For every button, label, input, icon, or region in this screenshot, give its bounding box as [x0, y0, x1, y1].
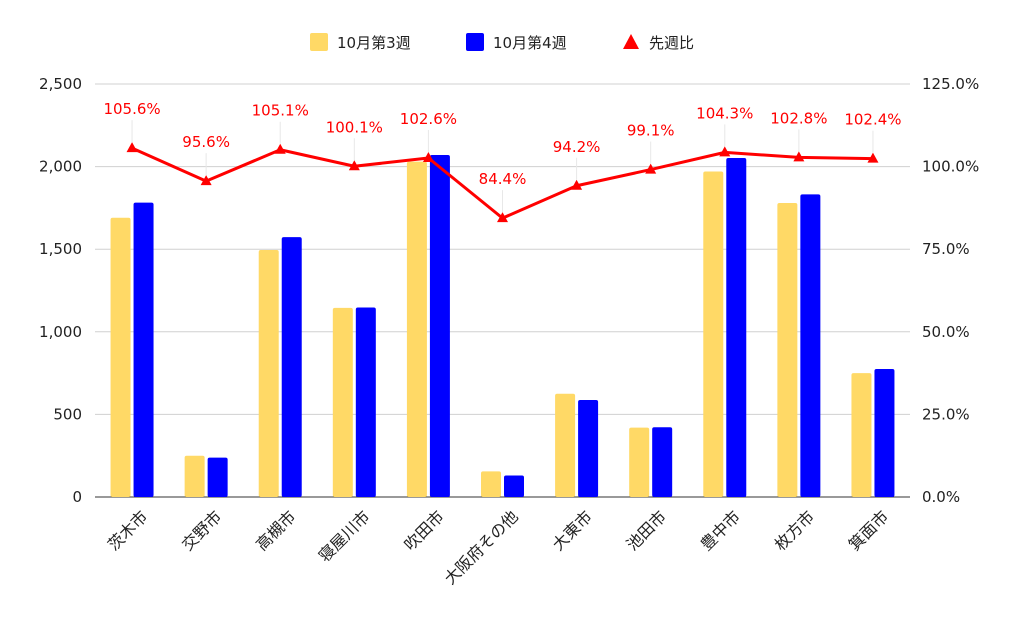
ratio-data-label: 99.1%: [627, 122, 675, 140]
bar-week4: [281, 237, 302, 498]
ratio-marker: [200, 175, 212, 186]
bar-week3: [184, 455, 205, 497]
bar-week3: [851, 373, 872, 497]
ratio-marker: [422, 152, 434, 163]
ratio-marker: [274, 143, 286, 154]
bar-week4: [726, 158, 747, 498]
bar-week4: [504, 475, 524, 497]
category-label: 高槻市: [252, 507, 299, 554]
left-tick-label: 1,000: [39, 323, 82, 341]
right-tick-label: 100.0%: [922, 158, 979, 176]
left-tick-label: 500: [53, 405, 82, 423]
ratio-data-label: 102.4%: [844, 111, 901, 129]
ratio-marker: [719, 146, 731, 157]
bar-week4: [133, 202, 154, 498]
bar-week3: [703, 171, 724, 497]
bar-week3: [777, 202, 798, 497]
legend: 10月第3週 10月第4週 先週比: [310, 33, 694, 52]
category-label: 吹田市: [400, 507, 447, 554]
left-tick-label: 0: [72, 488, 82, 506]
category-label: 枚方市: [771, 507, 818, 554]
right-axis: 0.0% 25.0% 50.0% 75.0% 100.0% 125.0%: [922, 75, 979, 506]
right-tick-label: 75.0%: [922, 240, 970, 258]
bar-week3: [110, 217, 131, 497]
legend-label: 先週比: [649, 34, 694, 52]
bar-week3: [481, 471, 501, 497]
ratio-data-label: 102.8%: [770, 109, 827, 127]
left-tick-label: 2,000: [39, 158, 82, 176]
legend-label: 10月第3週: [337, 34, 411, 52]
legend-swatch: [310, 33, 328, 51]
bar-week4: [800, 194, 821, 497]
bar-week3: [629, 427, 650, 497]
bar-week3: [258, 250, 279, 497]
ratio-marker: [126, 142, 138, 153]
ratio-data-label: 105.6%: [103, 100, 160, 118]
ratio-data-label: 95.6%: [182, 133, 230, 151]
right-tick-label: 25.0%: [922, 405, 970, 423]
bar-week4: [207, 457, 228, 497]
bars: [110, 155, 895, 498]
bar-week4: [874, 368, 895, 497]
legend-label: 10月第4週: [493, 34, 567, 52]
data-labels: 105.6% 95.6% 105.1% 100.1% 102.6% 84.4% 94.2% 9…: [103, 100, 902, 213]
ratio-data-label: 102.6%: [400, 110, 457, 128]
category-label: 箕面市: [845, 507, 892, 554]
left-tick-label: 1,500: [39, 240, 82, 258]
bar-week4: [355, 307, 376, 497]
legend-triangle-icon: [623, 34, 639, 49]
category-label: 池田市: [623, 507, 670, 554]
category-label: 茨木市: [104, 507, 151, 554]
category-label: 豊中市: [697, 507, 744, 554]
legend-swatch: [466, 33, 484, 51]
right-tick-label: 50.0%: [922, 323, 970, 341]
ratio-data-label: 105.1%: [252, 102, 309, 120]
ratio-marker: [793, 151, 805, 162]
bar-week3: [555, 393, 576, 497]
left-axis: 0 500 1,000 1,500 2,000 2,500: [39, 75, 82, 506]
bar-week4: [652, 427, 673, 497]
bar-week3: [406, 161, 427, 498]
category-label: 交野市: [178, 507, 225, 554]
gridlines: [95, 83, 910, 498]
ratio-marker: [497, 212, 508, 223]
ratio-marker: [645, 163, 657, 174]
ratio-data-label: 84.4%: [479, 170, 527, 188]
ratio-data-label: 94.2%: [553, 138, 601, 156]
bar-week3: [332, 307, 353, 497]
ratio-line: [126, 142, 879, 223]
ratio-data-label: 100.1%: [326, 118, 383, 136]
right-tick-label: 125.0%: [922, 75, 979, 93]
bar-week4: [578, 400, 599, 497]
category-label: 大阪府その他: [440, 507, 521, 588]
ratio-marker: [571, 179, 583, 190]
right-tick-label: 0.0%: [922, 488, 960, 506]
left-tick-label: 2,500: [39, 75, 82, 93]
category-label: 寝屋川市: [315, 507, 374, 566]
ratio-marker: [348, 160, 360, 171]
ratio-marker: [867, 152, 879, 163]
category-label: 大東市: [549, 507, 596, 554]
bar-week4: [429, 155, 450, 497]
ratio-data-label: 104.3%: [696, 104, 753, 122]
